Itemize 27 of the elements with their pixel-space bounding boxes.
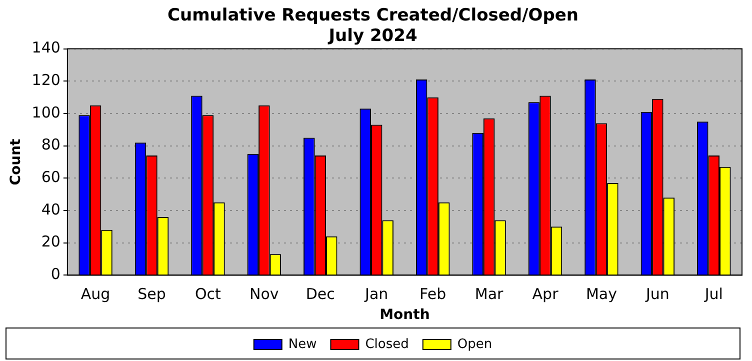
y-axis-title: Count	[8, 138, 24, 186]
chart-title: Cumulative Requests Created/Closed/Open	[167, 6, 579, 26]
legend-label: New	[288, 336, 318, 352]
y-tick-label: 140	[32, 38, 60, 57]
x-tick-label: Jul	[704, 285, 723, 304]
chart-subtitle: July 2024	[328, 26, 418, 46]
x-tick-label: Jun	[644, 285, 670, 304]
x-tick-label: Aug	[80, 285, 110, 304]
y-tick-label: 0	[50, 265, 60, 284]
y-tick-label: 80	[41, 136, 60, 154]
x-tick-label: Dec	[306, 285, 335, 304]
x-tick-label: Oct	[194, 285, 222, 304]
x-tick-label: Apr	[532, 285, 560, 304]
x-tick-label: Nov	[250, 285, 279, 304]
x-tick-label: Mar	[474, 285, 504, 304]
x-tick-label: Jan	[364, 285, 388, 304]
x-axis-title: Month	[380, 307, 430, 324]
x-tick-label: Sep	[138, 285, 166, 304]
legend-label: Open	[457, 336, 492, 352]
y-tick-label: 120	[32, 71, 60, 90]
legend-label: Closed	[365, 336, 409, 352]
x-tick-label: Feb	[420, 285, 446, 304]
y-tick-label: 40	[41, 200, 60, 218]
y-tick-label: 100	[32, 103, 60, 122]
x-tick-label: May	[586, 285, 618, 304]
y-tick-label: 60	[41, 168, 60, 186]
y-tick-label: 20	[41, 232, 60, 251]
